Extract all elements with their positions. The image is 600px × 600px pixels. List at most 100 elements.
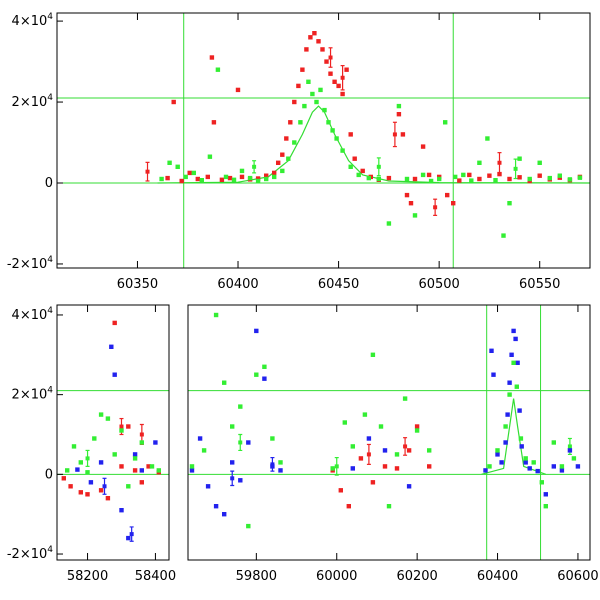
top-series-0-point-44: [412, 176, 418, 182]
top-series-0-point-27: [320, 47, 325, 52]
bottom-series-0-point-42: [535, 468, 540, 474]
top-series-0-point-3: [187, 170, 192, 176]
bottom-series-0-point-1: [88, 480, 94, 485]
bottom-series-0-point-26: [483, 468, 488, 473]
bottom-panel-axes: -2×104 0 2×104 4×104 58200 58400 59800 60000 602…: [7, 305, 599, 584]
top-series-1-point-22: [314, 99, 319, 105]
top-series-1-point-44: [477, 160, 482, 165]
bottom-series-1-point-21: [406, 448, 412, 453]
top-series-1-point-48: [507, 201, 512, 206]
top-series-1-point-1: [167, 160, 172, 165]
bottom-series-0-point-18: [254, 328, 259, 334]
top-series-1-point-3: [183, 174, 188, 180]
top-series-1-point-53: [557, 173, 562, 178]
bottom-ytick-label-0: -2×104: [7, 545, 53, 562]
bottom-series-0-point-2: [98, 460, 104, 465]
top-series-0-point-20: [292, 99, 297, 105]
bottom-series-1-point-18: [370, 480, 376, 485]
bottom-series-1-point-1: [68, 484, 73, 489]
top-series-0-point-0: [165, 175, 170, 181]
bottom-series-2-point-9: [126, 484, 131, 489]
top-xtick-label-4: 60550: [519, 277, 560, 292]
bottom-series-2-point-3: [85, 470, 90, 475]
bottom-series-0-point-4: [112, 372, 117, 377]
bottom-series-2-point-44: [531, 460, 536, 465]
top-series-0-point-31: [336, 83, 341, 89]
bottom-series-0-point-25: [406, 484, 412, 489]
bottom-series-1-point-2: [78, 490, 83, 495]
top-series-1-point-29: [348, 164, 353, 169]
bottom-series-2-point-26: [342, 420, 347, 425]
bottom-plot-area: [57, 305, 590, 560]
top-series-1-point-20: [306, 79, 311, 84]
top-series-0-point-15: [272, 170, 277, 176]
bottom-series-0-point-33: [507, 380, 512, 385]
top-series-1-point-18: [298, 120, 303, 125]
top-series-0-point-25: [312, 31, 317, 36]
top-model-curve: [157, 105, 591, 184]
bottom-series-1-point-11: [139, 480, 144, 485]
bottom-series-0-point-43: [543, 492, 548, 497]
bottom-error-point-9: [238, 440, 243, 445]
bottom-error-point-4: [119, 424, 124, 429]
top-series-1-point-45: [485, 136, 490, 141]
top-error-point-6: [252, 164, 257, 169]
top-series-1-point-46: [493, 178, 498, 183]
top-series-0-point-46: [426, 172, 432, 178]
bottom-series-2-point-1: [71, 444, 77, 449]
top-series-1-point-23: [318, 87, 323, 93]
top-series-0-point-40: [396, 112, 402, 117]
bottom-xtick-label-6: 60600: [557, 569, 598, 584]
top-error-point-5: [497, 160, 502, 165]
bottom-series-0-point-7: [132, 452, 138, 457]
top-series-0-point-14: [264, 173, 269, 178]
bottom-series-0-point-10: [189, 468, 195, 473]
bottom-series-0-point-13: [213, 504, 219, 509]
bottom-series-2-point-23: [270, 436, 275, 441]
top-series-0-point-30: [332, 79, 337, 84]
top-series-1-point-43: [469, 178, 474, 183]
top-xtick-label-1: 60400: [217, 277, 258, 292]
bottom-series-0-point-0: [75, 467, 80, 472]
top-series-0-point-55: [507, 176, 512, 182]
top-series-1-point-37: [420, 172, 426, 178]
top-series-1-point-41: [453, 174, 458, 180]
top-series-1-point-30: [356, 172, 361, 178]
bottom-series-0-point-12: [205, 484, 211, 489]
bottom-error-point-8: [85, 456, 90, 461]
bottom-series-0-point-37: [515, 360, 520, 365]
top-series-1-point-4: [191, 170, 196, 176]
bottom-error-point-0: [102, 484, 107, 489]
bottom-series-0-point-3: [109, 344, 114, 349]
top-series-0-point-10: [235, 87, 241, 93]
bottom-error-point-5: [139, 432, 144, 437]
bottom-series-0-point-6: [126, 535, 131, 541]
bottom-panel-frame-left: [56, 304, 170, 561]
bottom-series-2-point-8: [119, 428, 124, 433]
top-series-0-point-18: [284, 136, 289, 141]
top-series-0-point-1: [171, 99, 176, 105]
bottom-series-2-point-21: [254, 372, 259, 377]
bottom-series-0-point-36: [513, 336, 518, 342]
bottom-panel-frame-right: [187, 304, 591, 561]
top-series-1-point-50: [527, 176, 532, 182]
top-series-0-point-16: [276, 160, 281, 165]
bottom-series-1-point-8: [119, 464, 124, 469]
bottom-series-2-point-15: [201, 448, 207, 453]
top-series-0-point-53: [487, 173, 492, 178]
bottom-xtick-label-5: 60400: [477, 569, 518, 584]
bottom-series-2-point-25: [330, 466, 335, 471]
bottom-series-0-point-16: [238, 478, 243, 483]
top-series-1-point-49: [517, 156, 522, 161]
bottom-series-2-point-34: [414, 428, 420, 433]
bottom-series-0-point-23: [366, 436, 372, 441]
bottom-series-2-point-33: [402, 396, 408, 401]
bottom-series-2-point-6: [105, 416, 111, 421]
top-series-0-point-58: [537, 173, 542, 178]
top-series-0-point-29: [328, 71, 333, 76]
top-series-1-point-16: [286, 156, 291, 161]
bottom-series-2-point-7: [112, 452, 117, 457]
bottom-error-point-7: [403, 444, 408, 449]
top-series-0-point-17: [280, 152, 285, 157]
top-series-1-point-32: [376, 176, 381, 182]
